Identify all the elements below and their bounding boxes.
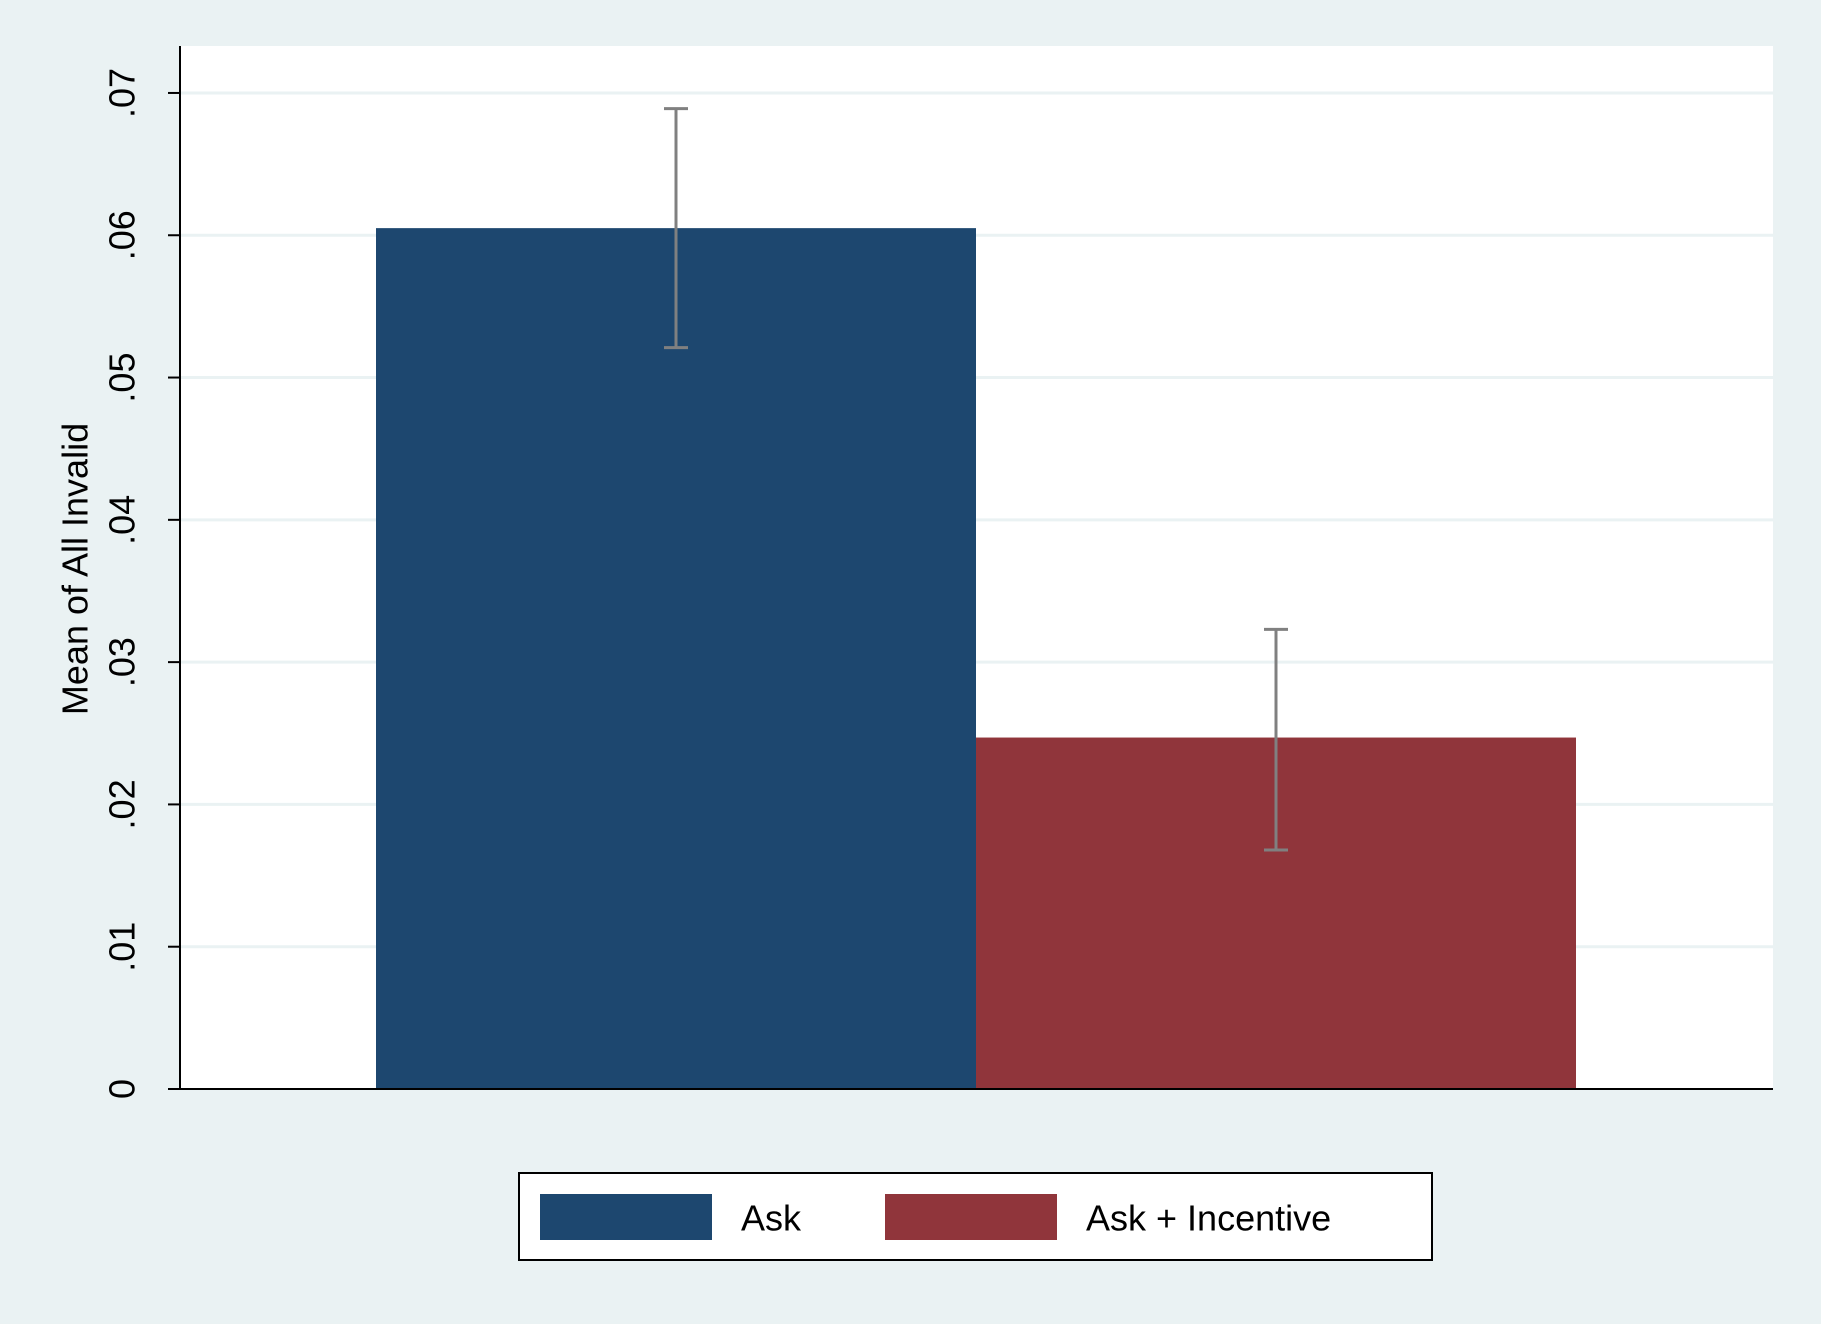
legend-label: Ask [741, 1198, 802, 1239]
y-tick-label: .04 [102, 495, 143, 545]
y-tick-label: 0 [102, 1079, 143, 1099]
y-tick-label: .05 [102, 353, 143, 403]
legend-swatch [540, 1194, 712, 1240]
y-tick-label: .02 [102, 779, 143, 829]
y-tick-label: .01 [102, 922, 143, 972]
bar [376, 228, 976, 1090]
y-axis-label: Mean of All Invalid [55, 423, 96, 715]
y-tick-label: .03 [102, 637, 143, 687]
legend-swatch [885, 1194, 1057, 1240]
legend-label: Ask + Incentive [1086, 1198, 1331, 1239]
y-tick-label: .06 [102, 210, 143, 260]
y-tick-label: .07 [102, 68, 143, 118]
